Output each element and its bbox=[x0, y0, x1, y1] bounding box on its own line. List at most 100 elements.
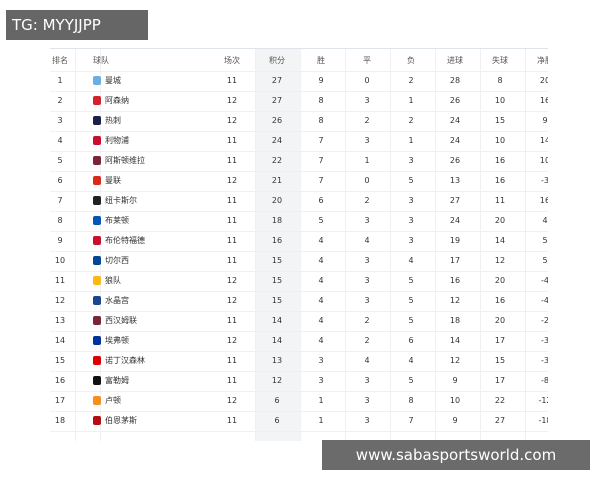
header-cell: 积分 bbox=[269, 56, 285, 65]
stat-cell: 13 bbox=[54, 316, 66, 325]
stat-cell: 11 bbox=[226, 156, 238, 165]
stat-cell: 20 bbox=[494, 216, 506, 225]
stat-cell: 11 bbox=[54, 276, 66, 285]
standings-table: 排名球队场次积分胜平负进球失球净胜1曼城1127902288202阿森纳1227… bbox=[50, 48, 548, 441]
team-badge bbox=[93, 136, 101, 145]
team-badge bbox=[93, 176, 101, 185]
stat-cell: 3 bbox=[408, 156, 414, 165]
stat-cell: 19 bbox=[449, 236, 461, 245]
team-badge bbox=[93, 116, 101, 125]
stat-cell: 27 bbox=[494, 416, 506, 425]
stat-cell: 16 bbox=[539, 196, 548, 205]
stat-cell: 16 bbox=[271, 236, 283, 245]
stat-cell: 14 bbox=[539, 136, 548, 145]
column-divider bbox=[75, 49, 76, 441]
stat-cell: 18 bbox=[449, 316, 461, 325]
stat-cell: 20 bbox=[271, 196, 283, 205]
stat-cell: 18 bbox=[271, 216, 283, 225]
stat-cell: 15 bbox=[271, 276, 283, 285]
stat-cell: 28 bbox=[449, 76, 461, 85]
stat-cell: -2 bbox=[541, 316, 548, 325]
row-divider bbox=[50, 271, 548, 272]
stat-cell: 24 bbox=[449, 116, 461, 125]
stat-cell: 2 bbox=[57, 96, 63, 105]
stat-cell: 7 bbox=[318, 156, 324, 165]
stat-cell: 11 bbox=[226, 76, 238, 85]
stat-cell: 20 bbox=[494, 316, 506, 325]
row-divider bbox=[50, 331, 548, 332]
stat-cell: 14 bbox=[54, 336, 66, 345]
stat-cell: 5 bbox=[408, 276, 414, 285]
team-name: 曼城 bbox=[105, 76, 121, 85]
stat-cell: 5 bbox=[542, 236, 548, 245]
stat-cell: 12 bbox=[226, 176, 238, 185]
stat-cell: 16 bbox=[539, 96, 548, 105]
stat-cell: 12 bbox=[494, 256, 506, 265]
stat-cell: 4 bbox=[318, 256, 324, 265]
team-name: 利物浦 bbox=[105, 136, 129, 145]
row-divider bbox=[50, 411, 548, 412]
stat-cell: 10 bbox=[539, 156, 548, 165]
team-name: 布伦特福德 bbox=[105, 236, 145, 245]
stat-cell: 8 bbox=[318, 116, 324, 125]
stat-cell: 12 bbox=[226, 396, 238, 405]
stat-cell: 16 bbox=[494, 156, 506, 165]
team-name: 热刺 bbox=[105, 116, 121, 125]
stat-cell: 4 bbox=[364, 356, 370, 365]
stat-cell: 7 bbox=[408, 416, 414, 425]
stat-cell: 15 bbox=[271, 296, 283, 305]
team-badge bbox=[93, 336, 101, 345]
stat-cell: 7 bbox=[318, 136, 324, 145]
team-badge bbox=[93, 356, 101, 365]
stat-cell: 4 bbox=[408, 256, 414, 265]
team-name: 水晶宫 bbox=[105, 296, 129, 305]
stat-cell: 3 bbox=[318, 376, 324, 385]
team-badge bbox=[93, 316, 101, 325]
row-divider bbox=[50, 431, 548, 432]
stat-cell: 13 bbox=[271, 356, 283, 365]
stat-cell: 17 bbox=[494, 336, 506, 345]
team-name: 布莱顿 bbox=[105, 216, 129, 225]
row-divider bbox=[50, 391, 548, 392]
stat-cell: 14 bbox=[449, 336, 461, 345]
stat-cell: 2 bbox=[364, 116, 370, 125]
stat-cell: 10 bbox=[54, 256, 66, 265]
stat-cell: 4 bbox=[542, 216, 548, 225]
team-name: 狼队 bbox=[105, 276, 121, 285]
team-badge bbox=[93, 236, 101, 245]
stat-cell: 11 bbox=[226, 236, 238, 245]
stat-cell: 3 bbox=[364, 96, 370, 105]
stat-cell: 10 bbox=[494, 136, 506, 145]
stat-cell: 8 bbox=[408, 396, 414, 405]
stat-cell: 3 bbox=[364, 136, 370, 145]
stat-cell: 3 bbox=[408, 236, 414, 245]
row-divider bbox=[50, 291, 548, 292]
stat-cell: 8 bbox=[497, 76, 503, 85]
stat-cell: 9 bbox=[57, 236, 63, 245]
stat-cell: 2 bbox=[364, 196, 370, 205]
stat-cell: 5 bbox=[408, 316, 414, 325]
stat-cell: 16 bbox=[54, 376, 66, 385]
column-divider bbox=[345, 49, 346, 441]
stat-cell: 14 bbox=[271, 316, 283, 325]
stat-cell: 4 bbox=[318, 276, 324, 285]
stat-cell: 11 bbox=[226, 216, 238, 225]
row-divider bbox=[50, 351, 548, 352]
stat-cell: 1 bbox=[318, 416, 324, 425]
stat-cell: 12 bbox=[226, 276, 238, 285]
stat-cell: 11 bbox=[226, 356, 238, 365]
stat-cell: 12 bbox=[226, 296, 238, 305]
stat-cell: 2 bbox=[364, 336, 370, 345]
stat-cell: 1 bbox=[364, 156, 370, 165]
stat-cell: 17 bbox=[449, 256, 461, 265]
header-cell: 胜 bbox=[317, 56, 325, 65]
stat-cell: 27 bbox=[271, 96, 283, 105]
stat-cell: 12 bbox=[449, 356, 461, 365]
stat-cell: -3 bbox=[541, 176, 548, 185]
stat-cell: 11 bbox=[494, 196, 506, 205]
stat-cell: 16 bbox=[494, 176, 506, 185]
team-name: 富勒姆 bbox=[105, 376, 129, 385]
stat-cell: 17 bbox=[54, 396, 66, 405]
stat-cell: 6 bbox=[408, 336, 414, 345]
